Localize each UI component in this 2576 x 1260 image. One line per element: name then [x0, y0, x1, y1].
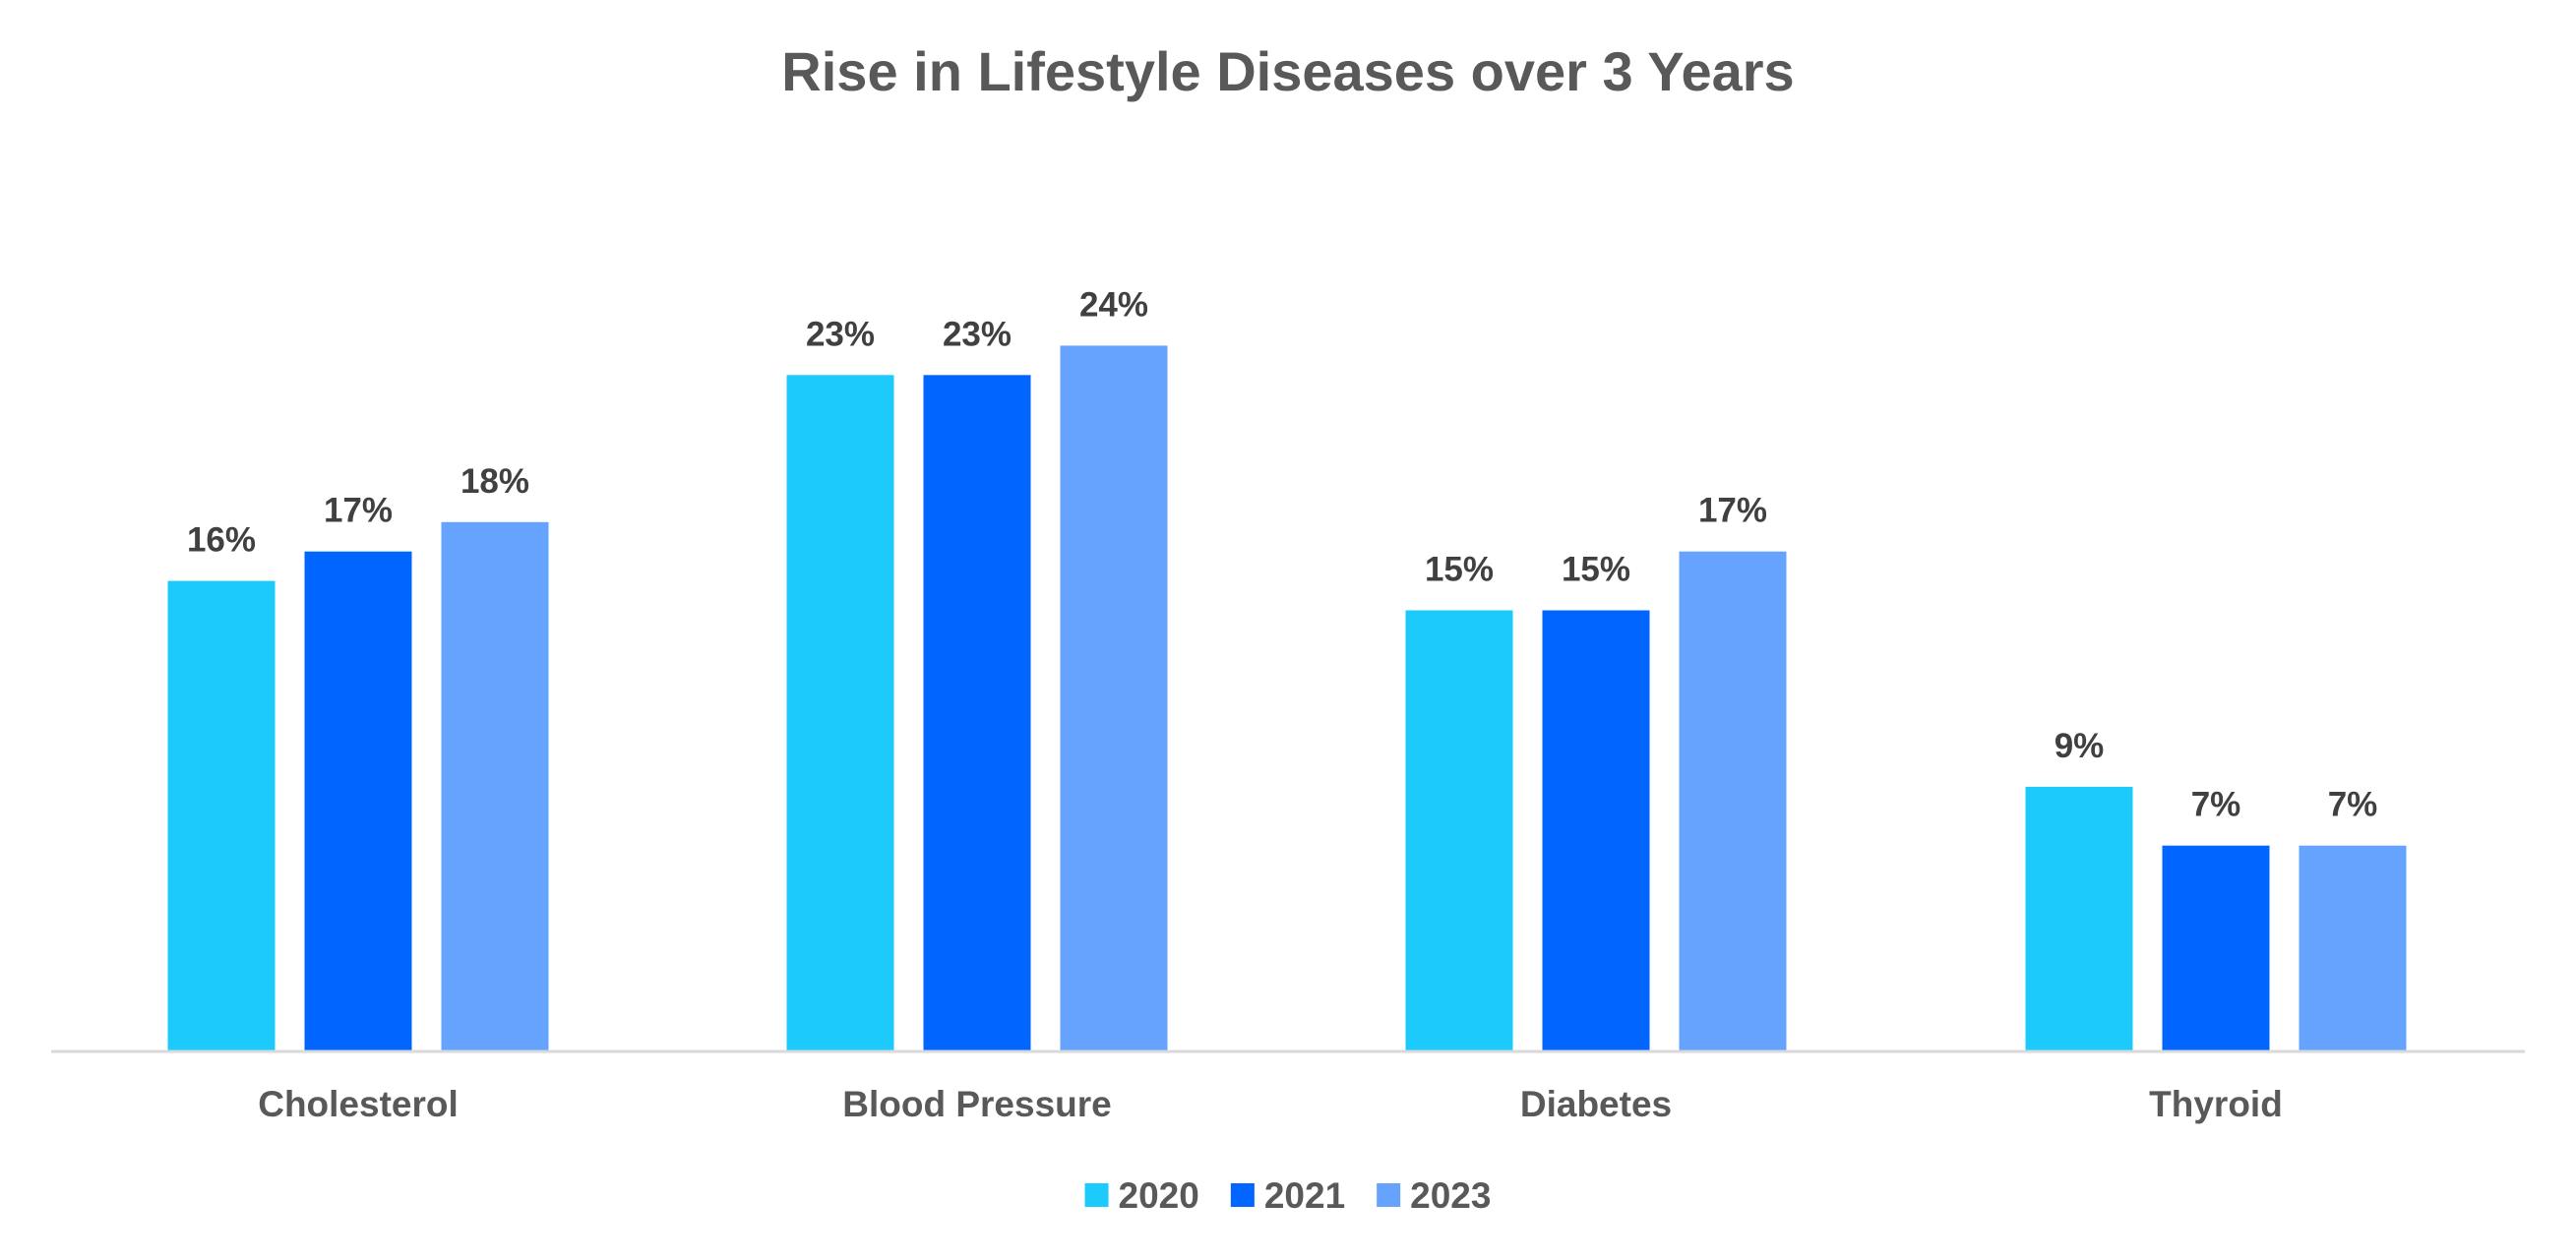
bar-blood-pressure-2020 [786, 375, 894, 1051]
data-label-thyroid-2020: 9% [2055, 727, 2105, 765]
data-label-blood-pressure-2023: 24% [1079, 285, 1148, 324]
bar-cholesterol-2020 [167, 580, 276, 1051]
data-label-cholesterol-2023: 18% [460, 462, 529, 501]
bar-thyroid-2020 [2025, 786, 2133, 1051]
data-label-diabetes-2023: 17% [1698, 492, 1767, 530]
category-label-cholesterol: Cholesterol [258, 1084, 459, 1124]
data-label-thyroid-2021: 7% [2191, 786, 2241, 824]
data-label-cholesterol-2021: 17% [324, 492, 393, 530]
category-label-thyroid: Thyroid [2149, 1084, 2283, 1124]
legend-swatch-2020 [1084, 1183, 1109, 1207]
bars-layer [167, 345, 2407, 1051]
legend-swatch-2023 [1377, 1183, 1401, 1207]
category-labels-layer: Cholesterol Blood Pressure Diabetes Thyroid [258, 1084, 2283, 1124]
legend-label-2023: 2023 [1410, 1175, 1491, 1216]
legend-label-2020: 2020 [1119, 1175, 1199, 1216]
legend-swatch-2021 [1230, 1183, 1255, 1207]
bar-diabetes-2020 [1405, 610, 1513, 1051]
bar-cholesterol-2021 [304, 551, 412, 1051]
data-label-cholesterol-2020: 16% [187, 521, 256, 560]
chart-title: Rise in Lifestyle Diseases over 3 Years [781, 40, 1794, 102]
bar-thyroid-2021 [2162, 845, 2270, 1051]
data-label-diabetes-2020: 15% [1425, 551, 1494, 589]
category-label-blood-pressure: Blood Pressure [842, 1084, 1111, 1124]
data-label-thyroid-2023: 7% [2328, 786, 2378, 824]
bar-cholesterol-2023 [441, 521, 549, 1051]
data-label-blood-pressure-2021: 23% [943, 315, 1012, 353]
bar-diabetes-2021 [1542, 610, 1650, 1051]
bar-blood-pressure-2021 [923, 375, 1031, 1051]
legend: 2020 2021 2023 [1084, 1175, 1491, 1216]
data-label-diabetes-2021: 15% [1562, 551, 1630, 589]
data-labels-layer: 16% 17% 18% 23% 23% 24% 15% 15% 17% 9% 7% 7% [187, 285, 2377, 823]
bar-blood-pressure-2023 [1060, 345, 1168, 1051]
bar-diabetes-2023 [1679, 551, 1787, 1051]
legend-label-2021: 2021 [1264, 1175, 1345, 1216]
data-label-blood-pressure-2020: 23% [806, 315, 875, 353]
category-label-diabetes: Diabetes [1520, 1084, 1672, 1124]
bar-thyroid-2023 [2299, 845, 2407, 1051]
